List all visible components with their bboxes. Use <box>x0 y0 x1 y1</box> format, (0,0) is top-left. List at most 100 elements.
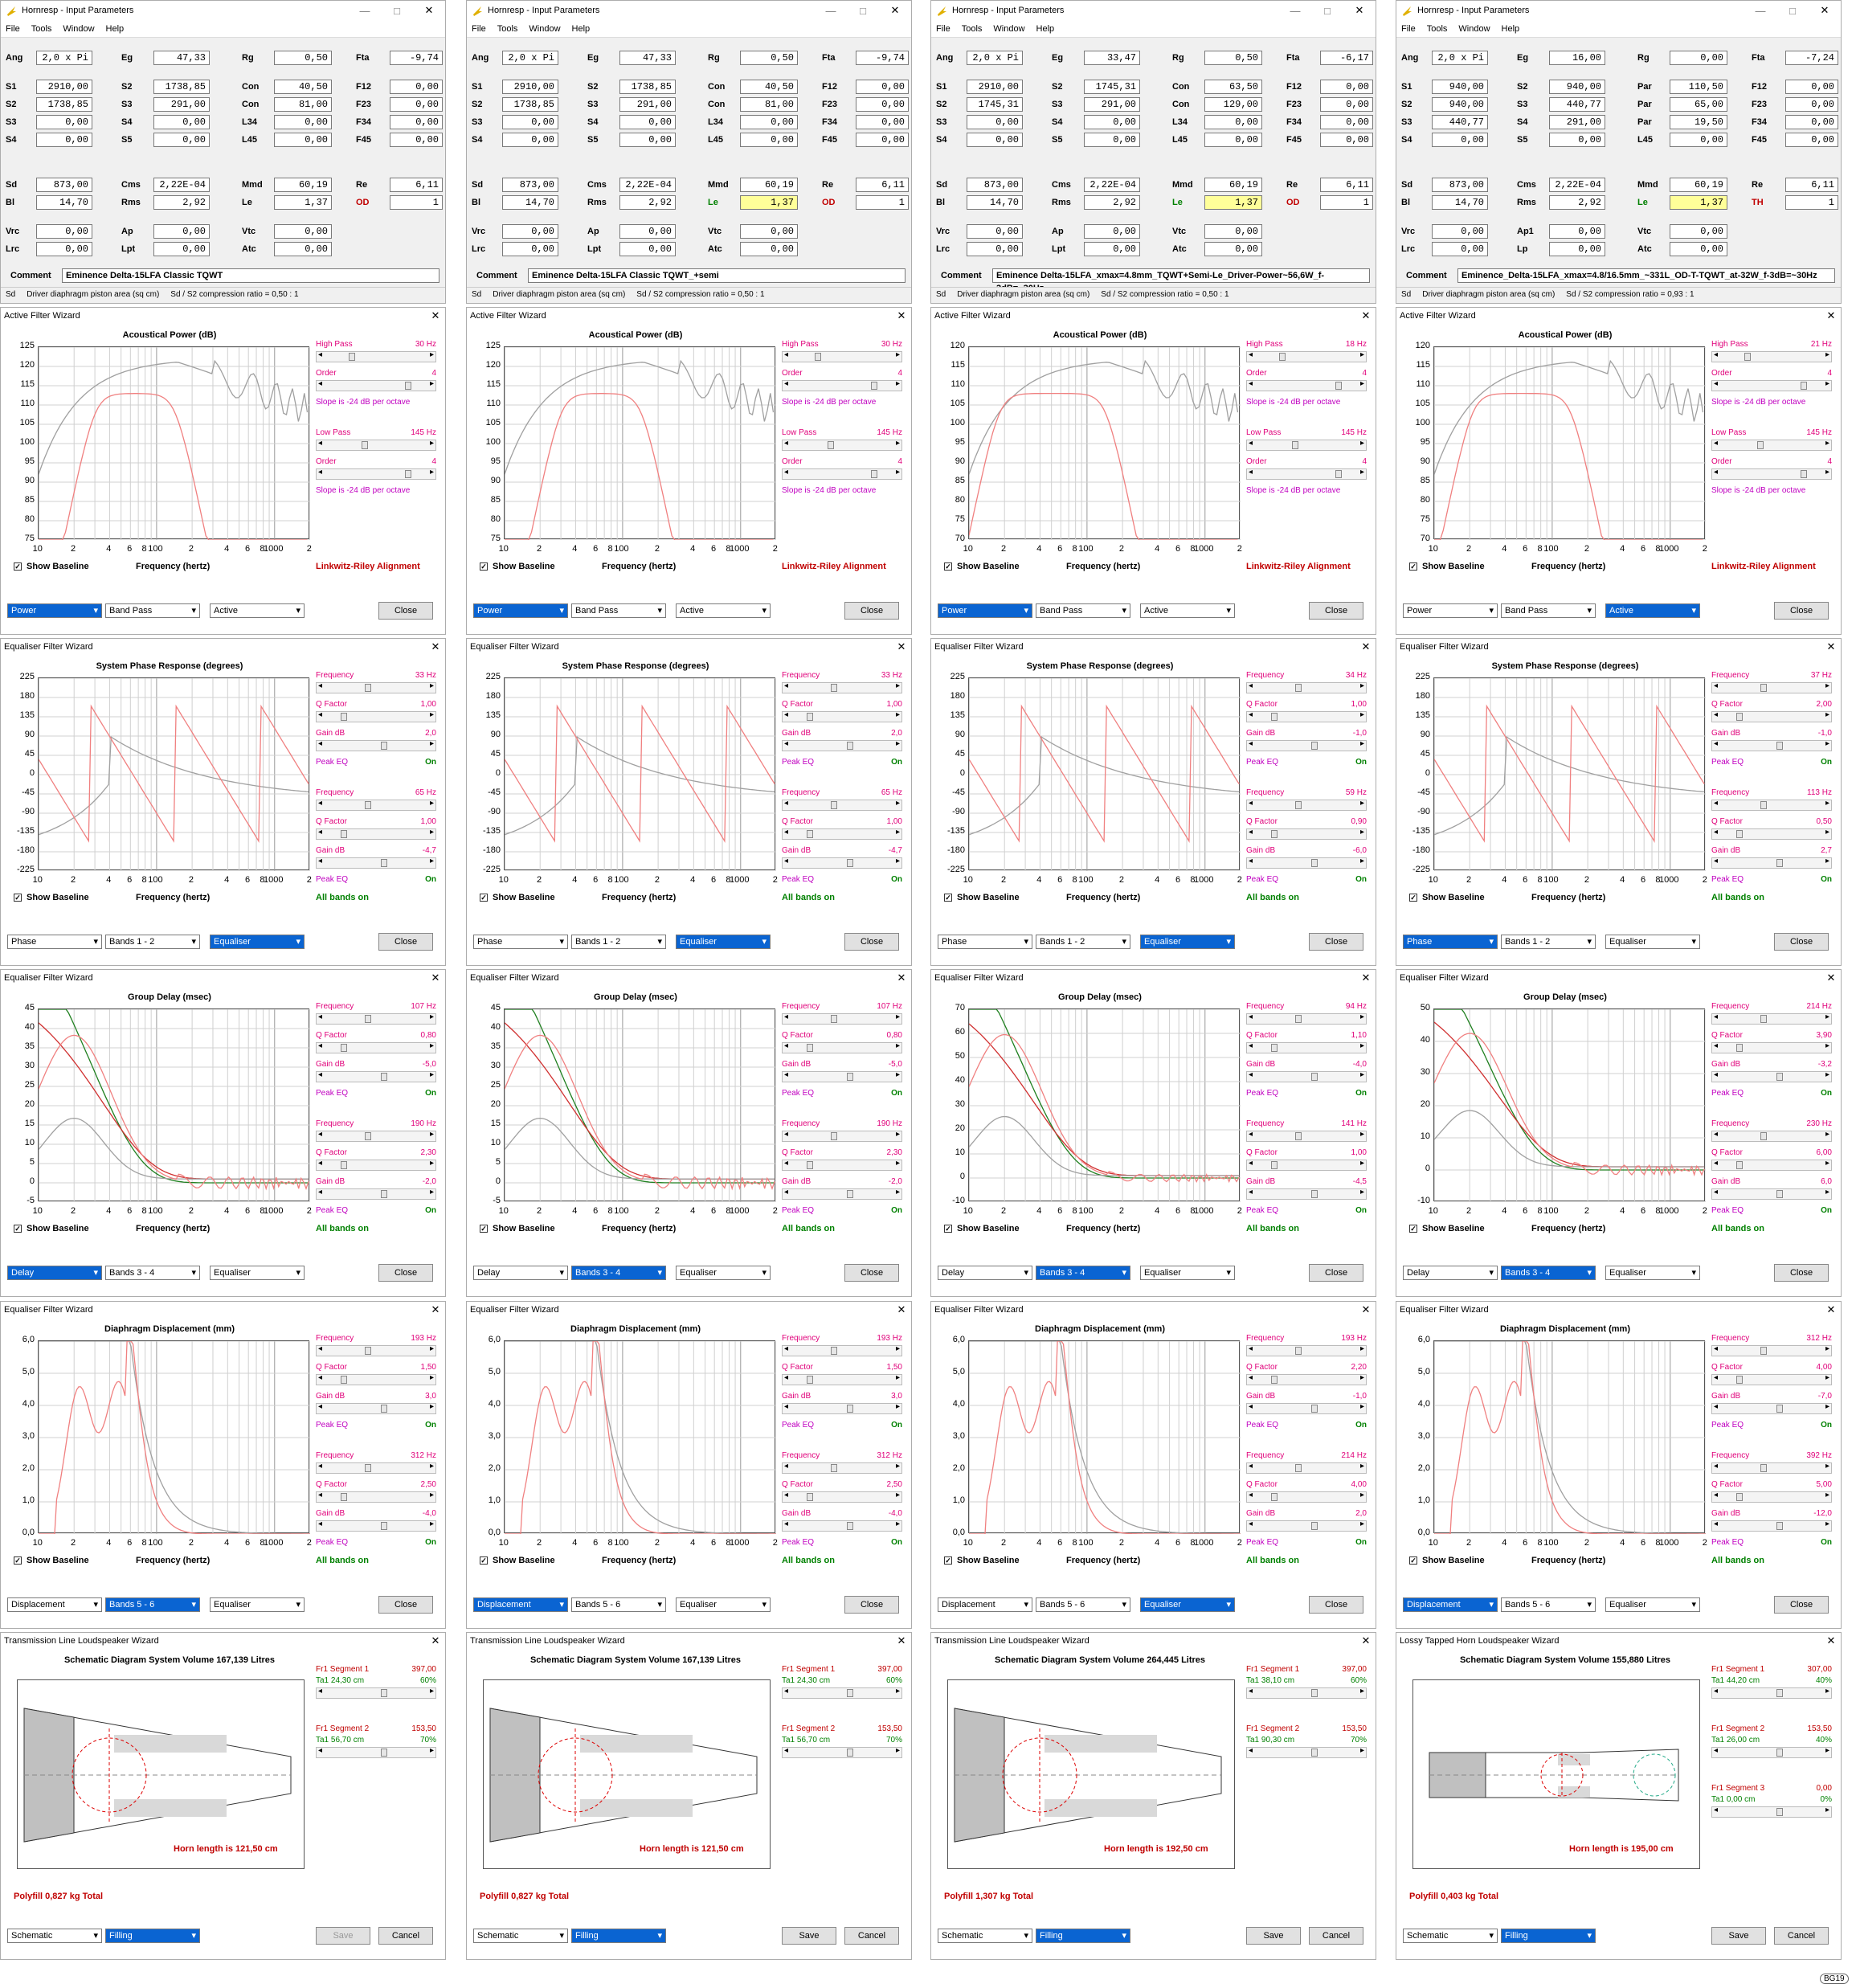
menu-window[interactable]: Window <box>529 23 561 34</box>
param-value-lpt[interactable]: 0,00 <box>1084 242 1140 256</box>
param-value-con[interactable]: 129,00 <box>1204 97 1262 112</box>
slider[interactable]: ◂ ▸ <box>1246 1402 1367 1414</box>
slider-left-arrow[interactable]: ◂ <box>1249 1159 1253 1168</box>
slider-right-arrow[interactable]: ▸ <box>1359 1520 1364 1528</box>
slider-left-arrow[interactable]: ◂ <box>1249 1373 1253 1382</box>
param-value-od[interactable]: 1 <box>1320 195 1373 210</box>
slider-thumb[interactable] <box>1760 1464 1767 1472</box>
peak-eq-on[interactable]: On <box>425 1089 436 1098</box>
slider-left-arrow[interactable]: ◂ <box>1249 1188 1253 1196</box>
slider-right-arrow[interactable]: ▸ <box>895 1746 900 1755</box>
param-value-f45[interactable]: 0,00 <box>856 133 909 147</box>
slider-thumb[interactable] <box>807 1044 813 1052</box>
mode-dropdown-2[interactable]: Band Pass ▾ <box>105 603 200 618</box>
mode-dropdown-3[interactable]: Equaliser ▾ <box>1140 935 1235 949</box>
slider-right-arrow[interactable]: ▸ <box>429 710 434 719</box>
checkbox-check-icon[interactable]: ✓ <box>480 1556 488 1565</box>
slider-thumb[interactable] <box>831 1464 837 1472</box>
mode-dropdown-2[interactable]: Bands 5 - 6 ▾ <box>1501 1597 1596 1612</box>
mode-dropdown-1[interactable]: Power ▾ <box>1403 603 1498 618</box>
slider-left-arrow[interactable]: ◂ <box>1249 1746 1253 1755</box>
close-window-button[interactable]: ✕ <box>1826 1634 1836 1646</box>
peak-eq-on[interactable]: On <box>891 1206 902 1215</box>
param-value-mmd[interactable]: 60,19 <box>1670 178 1727 192</box>
slider-left-arrow[interactable]: ◂ <box>1714 1746 1719 1755</box>
param-value-le[interactable]: 1,37 <box>274 195 332 210</box>
save-button[interactable]: Save <box>316 1927 370 1945</box>
slider[interactable]: ◂ ▸ <box>1711 468 1832 480</box>
param-value-eg[interactable]: 47,33 <box>153 51 210 65</box>
param-value-rg[interactable]: 0,50 <box>274 51 332 65</box>
mode-dropdown-3[interactable]: Active ▾ <box>1605 603 1700 618</box>
close-window-button[interactable]: ✕ <box>1361 1634 1371 1646</box>
slider-right-arrow[interactable]: ▸ <box>1359 799 1364 808</box>
mode-dropdown-1[interactable]: Phase ▾ <box>7 935 102 949</box>
param-value-od[interactable]: 1 <box>390 195 443 210</box>
param-value-fta[interactable]: -9,74 <box>856 51 909 65</box>
menu-tools[interactable]: Tools <box>497 23 518 34</box>
show-baseline-checkbox[interactable]: ✓ Show Baseline <box>1409 562 1485 571</box>
slider-right-arrow[interactable]: ▸ <box>1359 857 1364 865</box>
slider[interactable]: ◂ ▸ <box>1711 1070 1832 1082</box>
slider-right-arrow[interactable]: ▸ <box>1825 1344 1829 1353</box>
param-value-re[interactable]: 6,11 <box>390 178 443 192</box>
slider[interactable]: ◂ ▸ <box>1711 1687 1832 1699</box>
param-value-s2[interactable]: 1738,85 <box>36 97 92 112</box>
slider-thumb[interactable] <box>1776 1073 1783 1081</box>
slider[interactable]: ◂ ▸ <box>1711 350 1832 362</box>
slider[interactable]: ◂ ▸ <box>1246 1746 1367 1758</box>
slider[interactable]: ◂ ▸ <box>782 1746 902 1758</box>
param-value-lrc[interactable]: 0,00 <box>967 242 1023 256</box>
slider-right-arrow[interactable]: ▸ <box>1825 350 1829 359</box>
close-button[interactable]: Close <box>1309 602 1363 620</box>
slider-left-arrow[interactable]: ◂ <box>1249 681 1253 690</box>
maximize-button[interactable]: □ <box>860 4 866 17</box>
slider-thumb[interactable] <box>1295 1015 1302 1023</box>
slider-thumb[interactable] <box>1295 1347 1302 1355</box>
slider[interactable]: ◂ ▸ <box>1711 1041 1832 1053</box>
param-value-sd[interactable]: 873,00 <box>967 178 1023 192</box>
peak-eq-on[interactable]: On <box>425 875 436 884</box>
close-window-button[interactable]: ✕ <box>897 1303 906 1315</box>
slider-thumb[interactable] <box>1271 1493 1278 1501</box>
slider[interactable]: ◂ ▸ <box>1711 1159 1832 1171</box>
param-value-s4[interactable]: 0,00 <box>619 115 676 129</box>
slider-right-arrow[interactable]: ▸ <box>1359 1491 1364 1499</box>
slider-thumb[interactable] <box>1311 1689 1318 1697</box>
slider-thumb[interactable] <box>1279 353 1286 361</box>
peak-eq-on[interactable]: On <box>425 758 436 767</box>
slider-right-arrow[interactable]: ▸ <box>1825 710 1829 719</box>
slider[interactable]: ◂ ▸ <box>1711 379 1832 391</box>
slider[interactable]: ◂ ▸ <box>1246 379 1367 391</box>
slider-thumb[interactable] <box>381 1405 387 1413</box>
slider-right-arrow[interactable]: ▸ <box>895 439 900 448</box>
slider[interactable]: ◂ ▸ <box>1711 1012 1832 1025</box>
slider-left-arrow[interactable]: ◂ <box>318 710 323 719</box>
checkbox-check-icon[interactable]: ✓ <box>944 1556 952 1565</box>
mode-dropdown-1[interactable]: Displacement ▾ <box>938 1597 1032 1612</box>
param-value-bl[interactable]: 14,70 <box>1432 195 1488 210</box>
peak-eq-on[interactable]: On <box>1821 758 1832 767</box>
slider-right-arrow[interactable]: ▸ <box>429 350 434 359</box>
peak-eq-on[interactable]: On <box>891 1421 902 1430</box>
param-value-ang[interactable]: 2,0 x Pi <box>502 51 558 65</box>
slider-thumb[interactable] <box>807 713 813 721</box>
slider-right-arrow[interactable]: ▸ <box>1825 1188 1829 1196</box>
close-button[interactable]: Close <box>1774 1596 1829 1614</box>
param-value-s3[interactable]: 440,77 <box>1432 115 1488 129</box>
mode-dropdown-1[interactable]: Displacement ▾ <box>7 1597 102 1612</box>
show-baseline-checkbox[interactable]: ✓ Show Baseline <box>14 893 89 902</box>
mode-dropdown-1[interactable]: Displacement ▾ <box>1403 1597 1498 1612</box>
param-value-le[interactable]: 1,37 <box>1670 195 1727 210</box>
show-baseline-checkbox[interactable]: ✓ Show Baseline <box>944 1556 1020 1565</box>
slider[interactable]: ◂ ▸ <box>316 1012 436 1025</box>
slider-thumb[interactable] <box>362 441 368 449</box>
slider-thumb[interactable] <box>341 1376 347 1384</box>
slider-left-arrow[interactable]: ◂ <box>318 1188 323 1196</box>
slider-right-arrow[interactable]: ▸ <box>1825 828 1829 837</box>
slider-thumb[interactable] <box>1311 1073 1318 1081</box>
slider[interactable]: ◂ ▸ <box>316 739 436 751</box>
param-value-fta[interactable]: -9,74 <box>390 51 443 65</box>
slider[interactable]: ◂ ▸ <box>316 1687 436 1699</box>
slider-right-arrow[interactable]: ▸ <box>895 681 900 690</box>
